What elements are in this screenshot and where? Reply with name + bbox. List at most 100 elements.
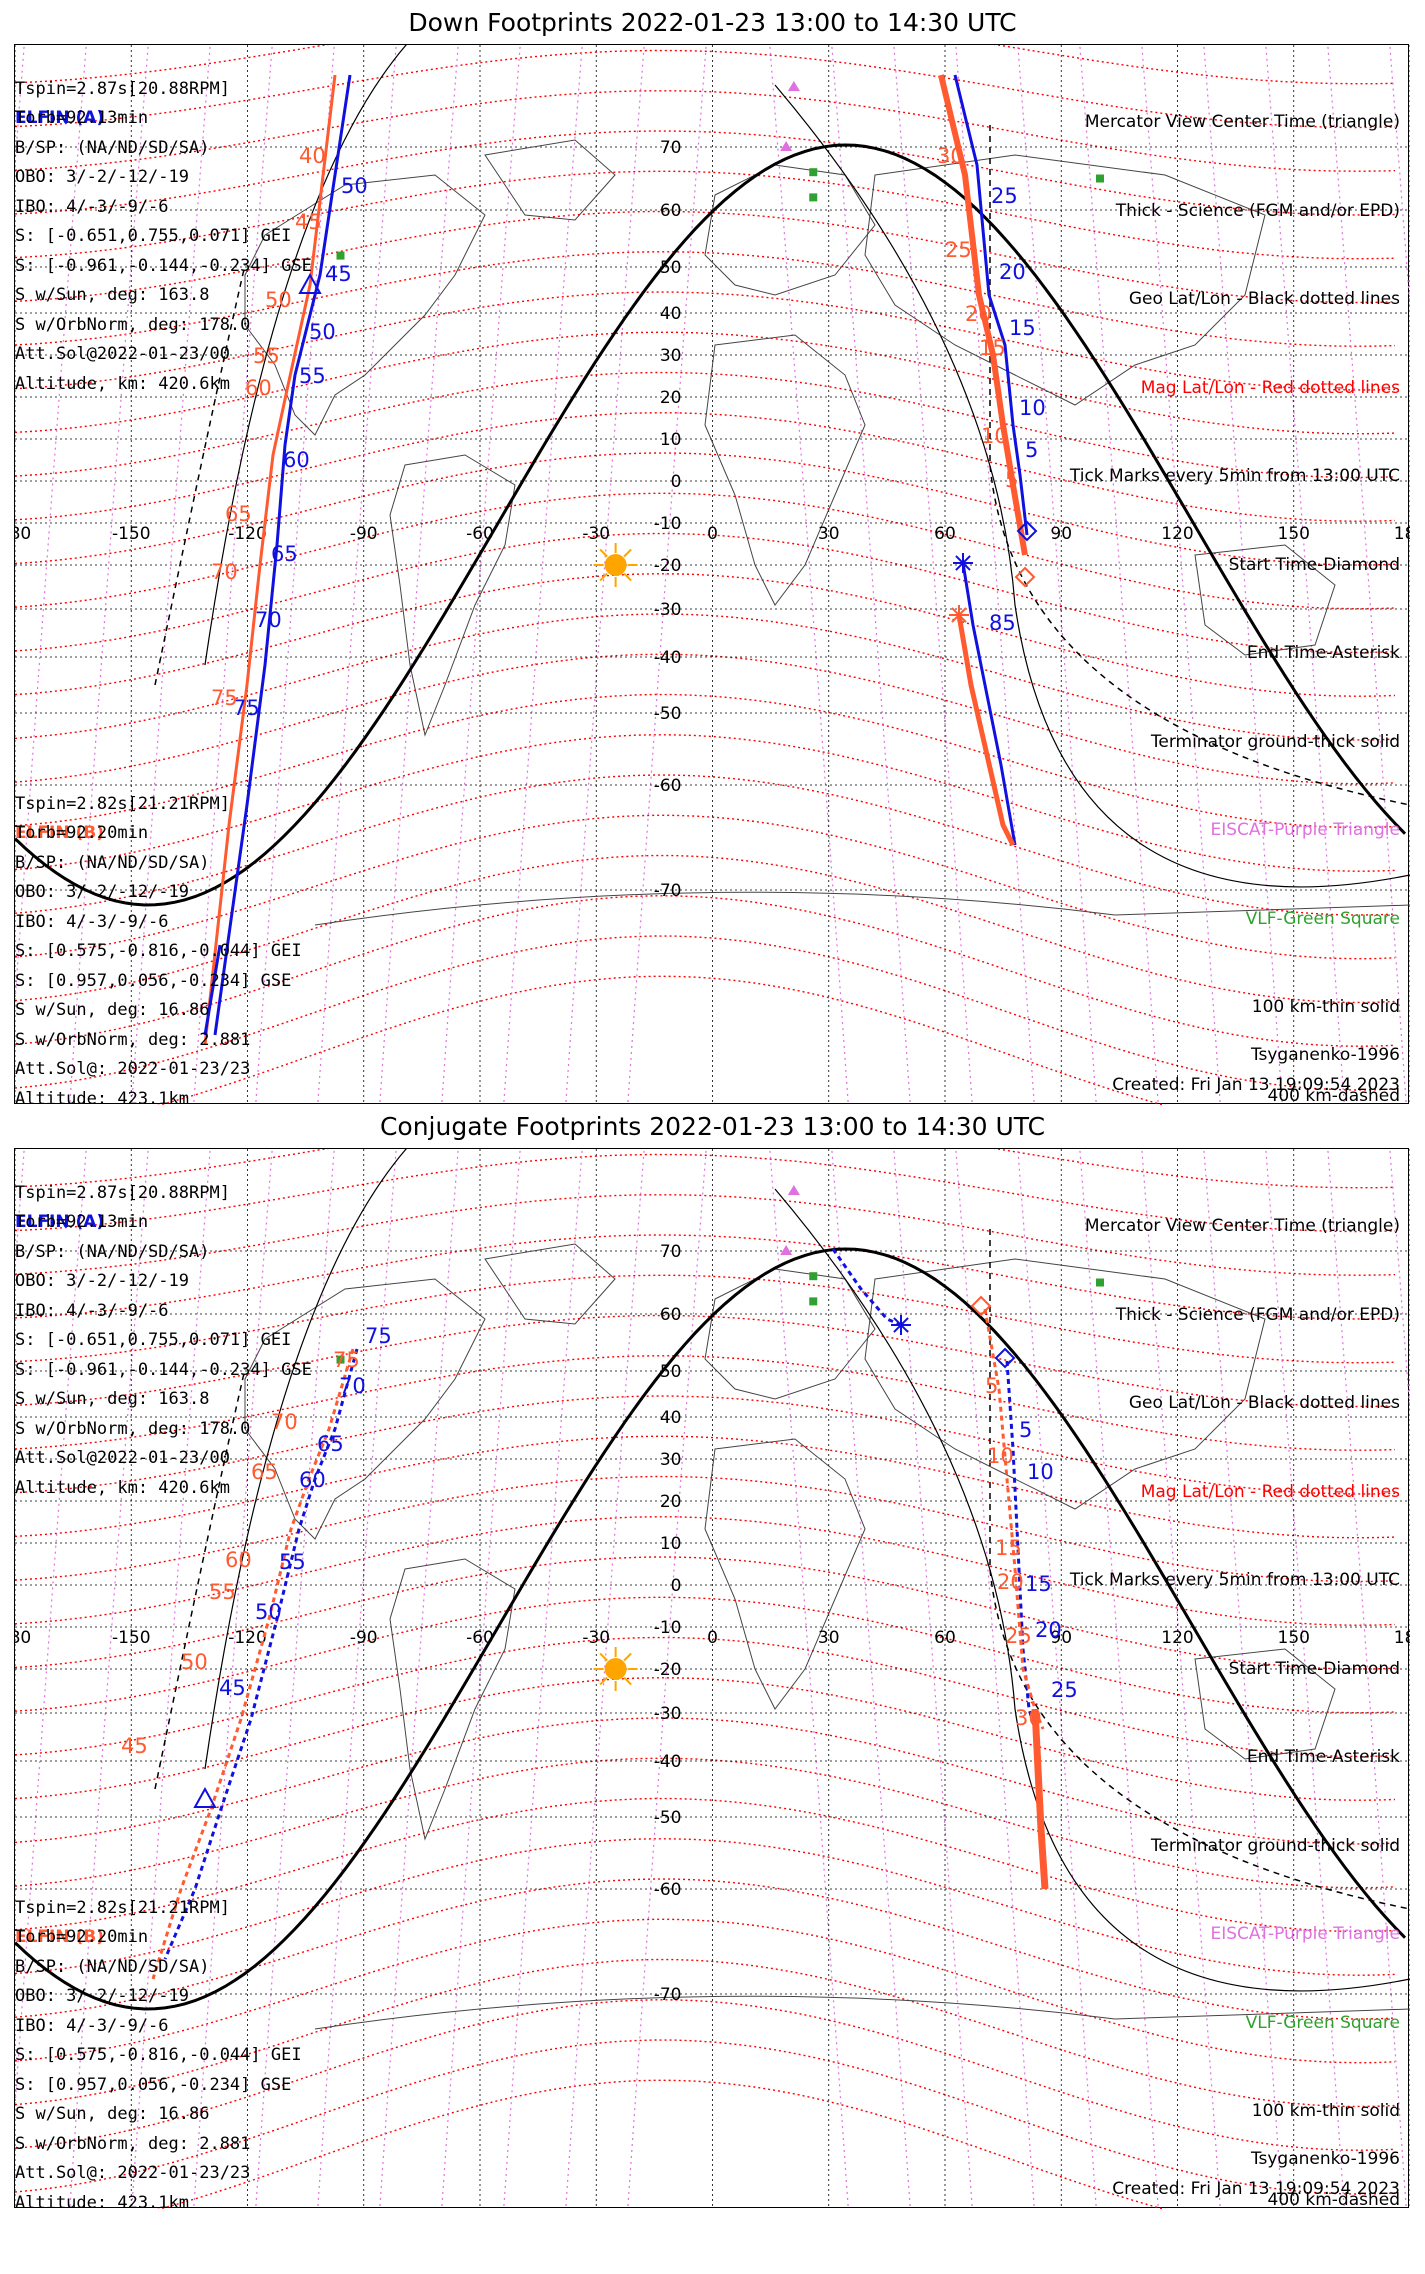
legend-mag: Mag Lat/Lon - Red dotted lines bbox=[1140, 377, 1400, 398]
start-time-diamond-icon bbox=[1016, 520, 1038, 542]
legend-eiscat: EISCAT-Purple Triangle bbox=[1210, 820, 1400, 840]
mag-lat-line bbox=[15, 1194, 1396, 1276]
track-tick-label: 50 bbox=[309, 320, 336, 344]
track-tick-label: 55 bbox=[279, 1550, 306, 1574]
lon-tick-label: 150 bbox=[1278, 524, 1310, 544]
mag-lat-line bbox=[15, 45, 1396, 85]
param-line: S w/OrbNorm, deg: 178.0 bbox=[15, 314, 251, 335]
vlf-square-icon bbox=[1096, 174, 1104, 183]
track-tick-label: 20 bbox=[965, 302, 992, 326]
sat-a-params: Tspin=2.87s[20.88RPM] Torb=92.13min B/SP: … bbox=[15, 1179, 312, 1504]
track-tick-label: 70 bbox=[255, 608, 282, 632]
track-tick-label: 15 bbox=[979, 336, 1006, 360]
sat-b-params: Tspin=2.82s[21.21RPM] Torb=92.20min B/SP: … bbox=[15, 790, 302, 1115]
param-line: Att.Sol@2022-01-23/00 bbox=[15, 344, 230, 364]
track-tick-label: 75 bbox=[365, 1324, 392, 1348]
terminator-line bbox=[15, 143, 1407, 907]
mag-lat-line bbox=[15, 130, 1396, 216]
param-line: IBO: 4/-3/-9/-6 bbox=[15, 196, 169, 217]
mag-lat-line bbox=[15, 1797, 1396, 1933]
sun-ray bbox=[599, 1676, 608, 1686]
legend-thick: Thick - Science (FGM and/or EPD) bbox=[1115, 200, 1400, 221]
sat-b-track bbox=[938, 74, 1028, 556]
legend-view: Mercator View Center Time (triangle) bbox=[1084, 1216, 1400, 1236]
terminator-line bbox=[15, 1247, 1407, 2011]
sat-a-name: ELFIN (A) bbox=[15, 108, 105, 128]
track-tick-label: 60 bbox=[299, 1468, 326, 1492]
lon-tick-label: -90 bbox=[350, 1628, 378, 1648]
track-tick-label: 15 bbox=[995, 1536, 1022, 1560]
mag-lon-line bbox=[1141, 45, 1221, 1105]
lon-tick-label: 180 bbox=[1394, 524, 1410, 544]
legend: Mercator View Center Time (triangle) Thi… bbox=[1070, 49, 1400, 1170]
param-line: S w/OrbNorm, deg: 2.881 bbox=[15, 1029, 251, 1050]
param-line: Att.Sol@2022-01-23/00 bbox=[15, 1448, 230, 1468]
legend-vlf: VLF-Green Square bbox=[1245, 908, 1400, 929]
lon-tick-label: 0 bbox=[707, 1628, 718, 1648]
param-line: B/SP: (NA/ND/SD/SA) bbox=[15, 852, 210, 873]
mag-lon-line bbox=[1079, 45, 1159, 1105]
legend-eiscat: EISCAT-Purple Triangle bbox=[1210, 1924, 1400, 1944]
model-label: Tsyganenko-1996 bbox=[1250, 2149, 1400, 2169]
mag-lat-line bbox=[15, 90, 1396, 172]
coastline bbox=[484, 139, 616, 221]
sat-a-info: ELFIN (A) bbox=[15, 1149, 104, 1297]
lon-tick-label: 120 bbox=[1161, 1628, 1193, 1648]
lat-tick-label: -20 bbox=[654, 556, 682, 576]
mag-lat-line bbox=[15, 492, 1396, 610]
mag-lon-line bbox=[565, 45, 645, 1105]
sun-ray bbox=[623, 1652, 632, 1662]
track-tick-label: 45 bbox=[295, 210, 322, 234]
mag-lat-line bbox=[15, 1958, 1396, 2108]
mag-lon-line bbox=[1017, 1149, 1097, 2209]
sat-a-track bbox=[203, 944, 222, 1036]
legend-ticks: Tick Marks every 5min from 13:00 UTC bbox=[1069, 1570, 1400, 1590]
mag-lat-line bbox=[15, 854, 1396, 1004]
lon-tick-label: -30 bbox=[582, 1628, 610, 1648]
lon-tick-label: -30 bbox=[582, 524, 610, 544]
legend-thick: Thick - Science (FGM and/or EPD) bbox=[1115, 1304, 1400, 1325]
lon-tick-label: 60 bbox=[934, 1628, 956, 1648]
mag-lon-line bbox=[1203, 1149, 1283, 2209]
sat-b-info: ELFIN (B) bbox=[15, 760, 104, 908]
param-line: S: [0.957,0.056,-0.234] GSE bbox=[15, 970, 292, 991]
track-tick-label: 50 bbox=[341, 174, 368, 198]
track-tick-label: 15 bbox=[1025, 1572, 1052, 1596]
param-line: S w/Sun, deg: 16.86 bbox=[15, 1000, 210, 1020]
coastline bbox=[704, 1268, 876, 1400]
coastline bbox=[244, 174, 486, 436]
mag-lat-line bbox=[15, 1838, 1396, 1976]
terminator-400km-line bbox=[154, 1368, 246, 1790]
mag-lon-line bbox=[317, 1149, 397, 2209]
sat-a-track bbox=[1005, 1360, 1037, 1730]
lon-tick-label: -150 bbox=[112, 524, 151, 544]
coastline bbox=[704, 334, 866, 606]
lon-tick-label: 180 bbox=[15, 1628, 31, 1648]
mag-lat-line bbox=[15, 2039, 1396, 2195]
mag-lat-line bbox=[15, 49, 1396, 129]
param-line: Altitude, km: 420.6km bbox=[15, 1477, 230, 1498]
lon-tick-label: 120 bbox=[1161, 524, 1193, 544]
terminator-100km-line bbox=[204, 1149, 407, 1770]
track-tick-label: 85 bbox=[989, 611, 1016, 635]
param-line: Att.Sol@: 2022-01-23/23 bbox=[15, 1059, 251, 1079]
track-tick-label: 5 bbox=[1019, 1418, 1032, 1442]
sun-icon bbox=[604, 554, 627, 576]
mag-lat-line bbox=[15, 613, 1396, 741]
param-line: Tspin=2.87s[20.88RPM] bbox=[15, 1182, 230, 1203]
track-tick-label: 55 bbox=[253, 344, 280, 368]
eiscat-triangle-icon bbox=[780, 141, 793, 151]
track-tick-label: 50 bbox=[255, 1600, 282, 1624]
param-line: S: [-0.651,0.755,0.071] GEI bbox=[15, 226, 292, 246]
lat-tick-label: 50 bbox=[660, 258, 682, 278]
mag-lon-line bbox=[193, 45, 273, 1105]
mag-lon-line bbox=[441, 1149, 521, 2209]
param-line: S: [0.957,0.056,-0.234] GSE bbox=[15, 2074, 292, 2095]
legend-start: Start Time-Diamond bbox=[1228, 554, 1400, 575]
track-tick-label: 10 bbox=[987, 1444, 1014, 1468]
panel-title: Down Footprints 2022-01-23 13:00 to 14:3… bbox=[408, 8, 1017, 37]
mag-lon-line bbox=[565, 1149, 645, 2209]
sun-ray bbox=[599, 1652, 608, 1662]
param-line: S w/Sun, deg: 163.8 bbox=[15, 285, 210, 305]
lat-tick-label: -60 bbox=[654, 776, 682, 796]
